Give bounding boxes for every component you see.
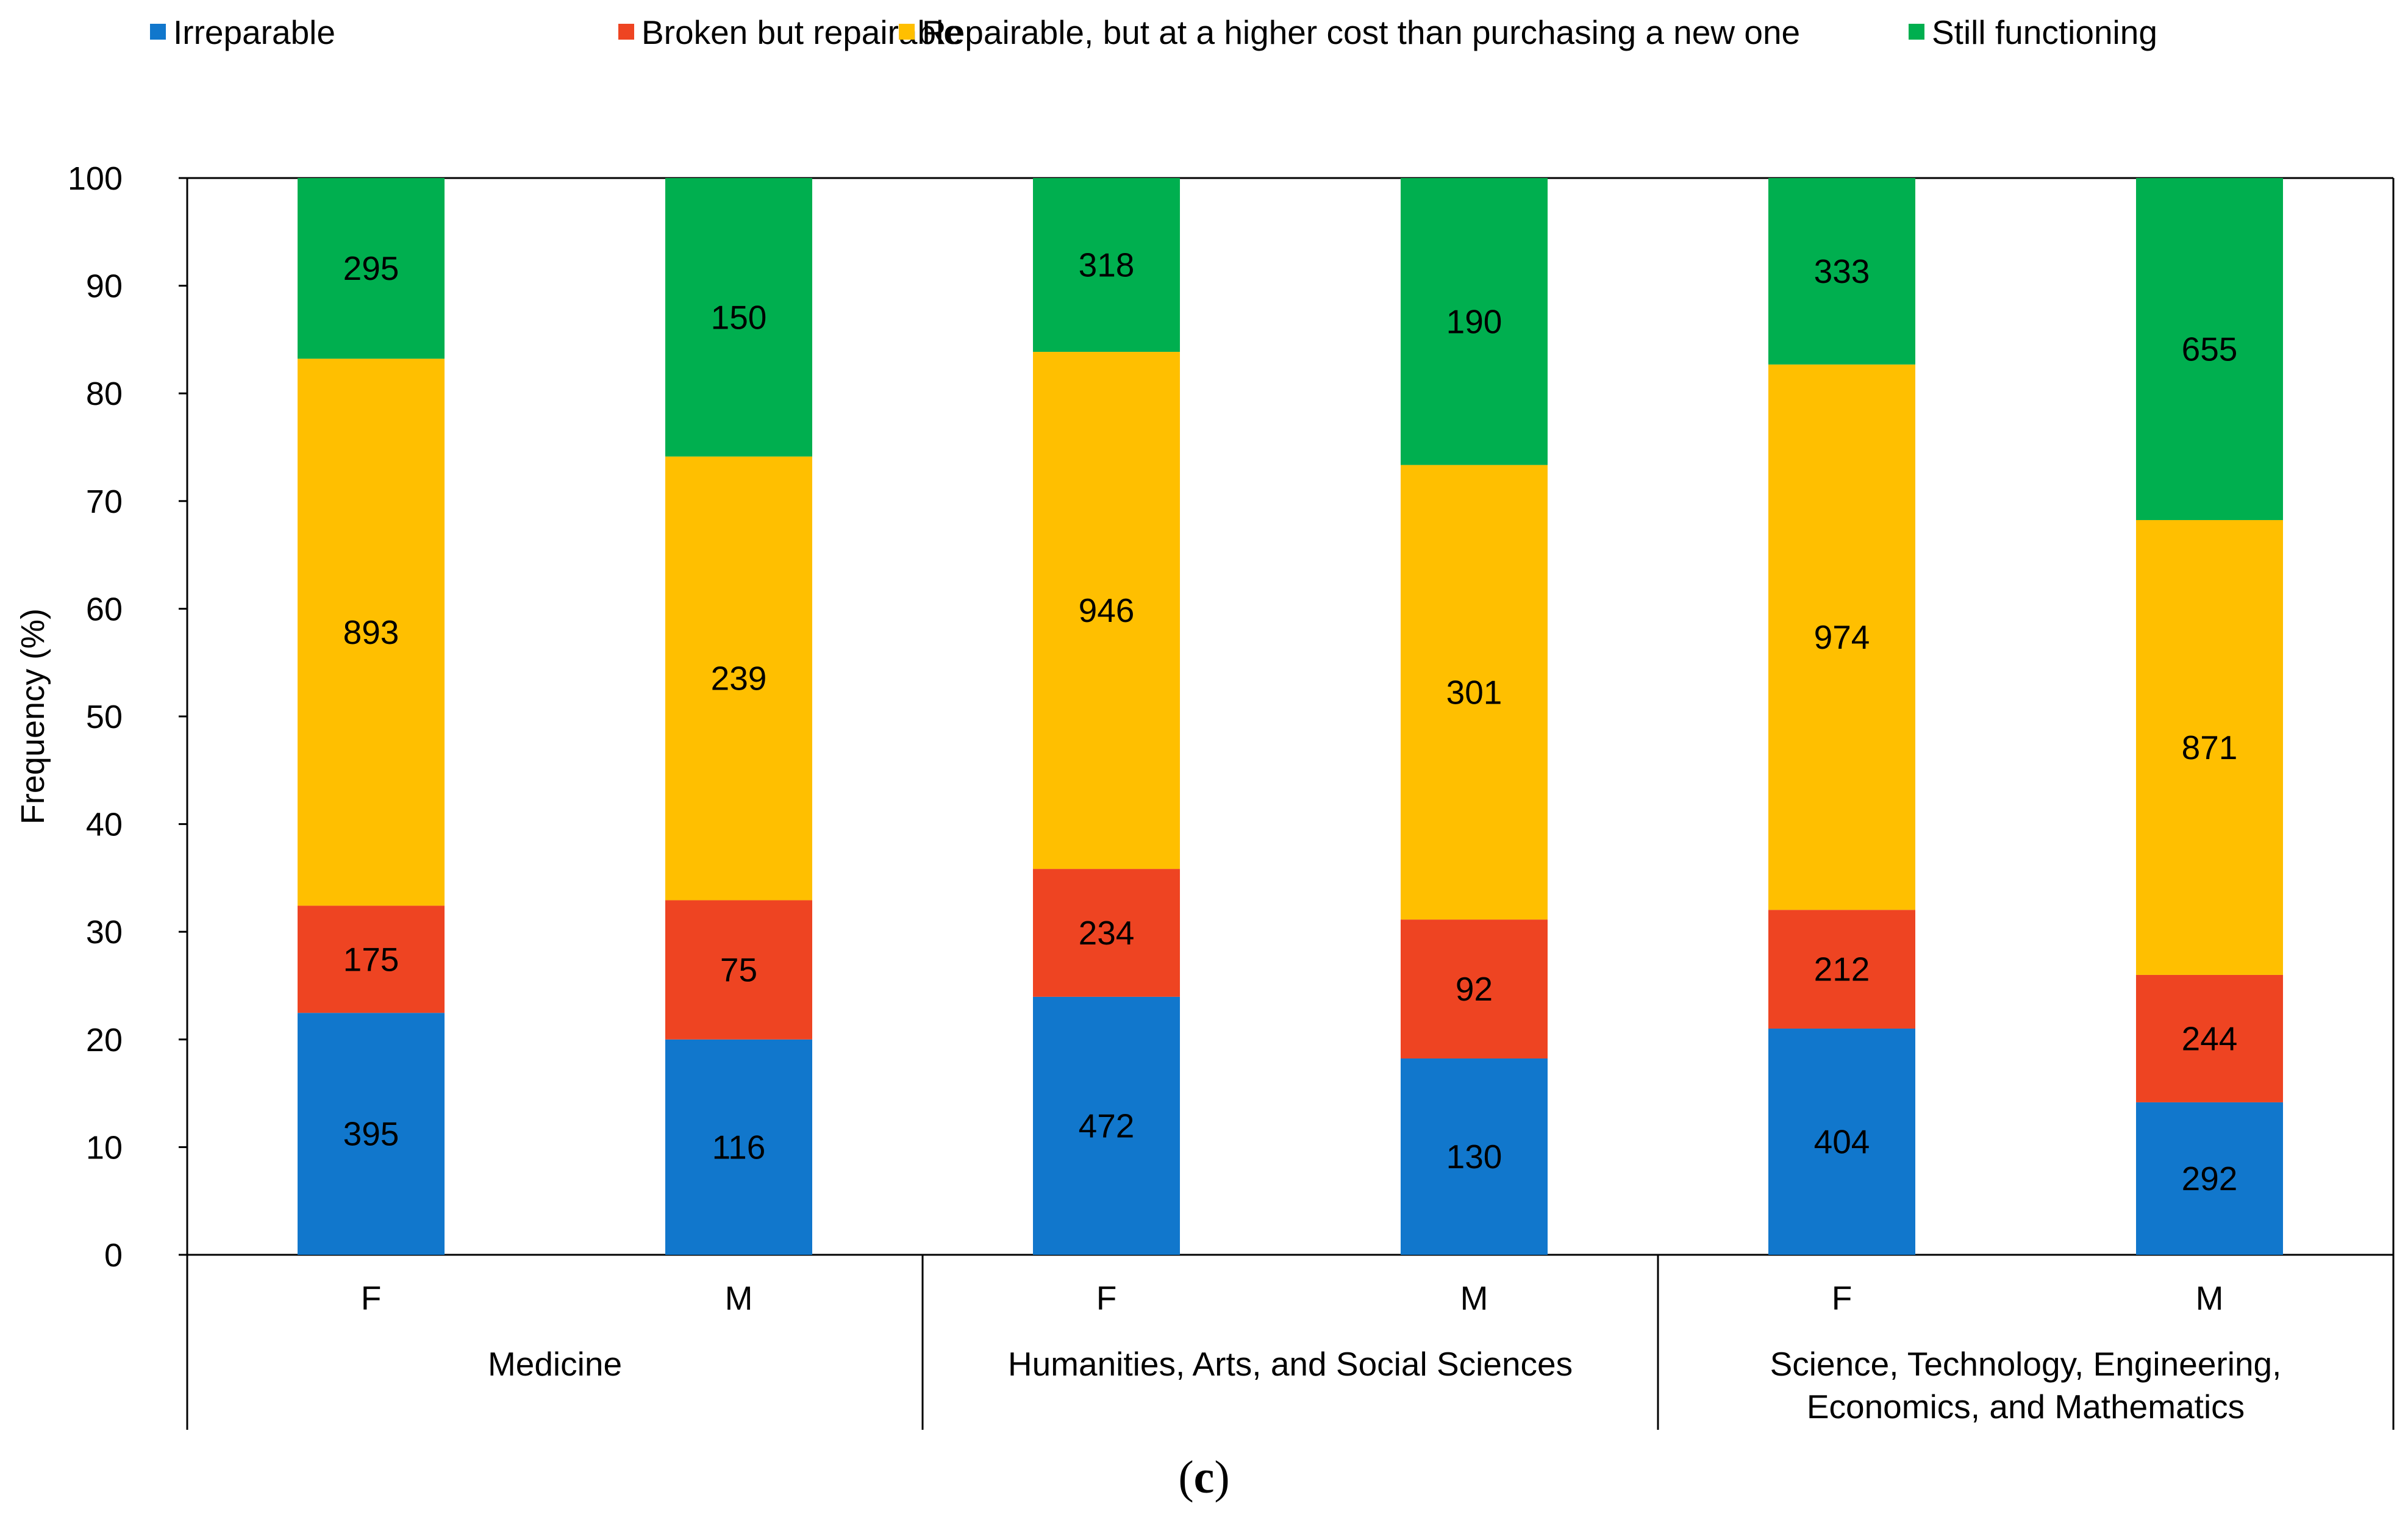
y-axis-title: Frequency (%) xyxy=(15,608,51,824)
data-label-1-2: 234 xyxy=(1079,914,1135,952)
bar-irreparable-4 xyxy=(1768,1028,1915,1255)
legend-swatch-2 xyxy=(899,24,915,40)
bar-irreparable-1 xyxy=(665,1039,812,1255)
data-label-1-4: 212 xyxy=(1814,951,1870,988)
y-tick-label-80: 80 xyxy=(86,376,123,412)
bar-broken-but-repairable-4 xyxy=(1768,910,1915,1029)
x-tick-label-5: M xyxy=(2196,1279,2224,1317)
data-label-2-5: 871 xyxy=(2182,729,2238,766)
data-label-0-5: 292 xyxy=(2182,1160,2238,1197)
data-label-3-5: 655 xyxy=(2182,330,2238,368)
y-tick-label-60: 60 xyxy=(86,591,123,627)
legend-swatch-1 xyxy=(618,24,634,40)
data-label-0-2: 472 xyxy=(1079,1107,1135,1144)
bar-irreparable-5 xyxy=(2136,1102,2283,1255)
data-label-3-2: 318 xyxy=(1079,246,1135,284)
bar-broken-but-repairable-1 xyxy=(665,900,812,1040)
data-label-0-4: 404 xyxy=(1814,1122,1870,1160)
bar-still-functioning-0 xyxy=(298,178,445,359)
y-tick-label-90: 90 xyxy=(86,268,123,305)
data-label-1-3: 92 xyxy=(1456,970,1493,1008)
legend-label-3: Still functioning xyxy=(1932,13,2157,51)
bar-still-functioning-1 xyxy=(665,178,812,457)
group-label-1-0: Humanities, Arts, and Social Sciences xyxy=(1008,1345,1573,1383)
x-tick-label-0: F xyxy=(361,1279,382,1317)
group-label-2-0: Science, Technology, Engineering, xyxy=(1770,1345,2282,1383)
bar-still-functioning-3 xyxy=(1401,178,1548,465)
data-label-1-0: 175 xyxy=(343,940,399,978)
bar-repairable-but-at-a-higher-cost-than-purchasing-a-new-one-2 xyxy=(1033,352,1180,869)
x-tick-label-1: M xyxy=(725,1279,753,1317)
data-label-0-0: 395 xyxy=(343,1115,399,1153)
bar-still-functioning-4 xyxy=(1768,178,1915,365)
data-label-0-1: 116 xyxy=(712,1128,766,1166)
y-tick-label-10: 10 xyxy=(86,1129,123,1166)
legend-swatch-3 xyxy=(1909,24,1924,40)
panel-caption: (c) xyxy=(0,1451,2408,1504)
y-tick-label-100: 100 xyxy=(68,160,123,197)
data-label-3-0: 295 xyxy=(343,249,399,287)
bar-repairable-but-at-a-higher-cost-than-purchasing-a-new-one-5 xyxy=(2136,519,2283,975)
data-label-1-5: 244 xyxy=(2182,1019,2238,1057)
x-tick-label-2: F xyxy=(1096,1279,1117,1317)
y-tick-label-40: 40 xyxy=(86,807,123,843)
caption-open: ( xyxy=(1178,1452,1194,1503)
y-tick-label-50: 50 xyxy=(86,699,123,735)
bar-broken-but-repairable-0 xyxy=(298,905,445,1013)
data-label-3-4: 333 xyxy=(1814,252,1870,290)
group-label-0-0: Medicine xyxy=(488,1345,622,1383)
y-tick-label-0: 0 xyxy=(104,1237,123,1274)
bar-repairable-but-at-a-higher-cost-than-purchasing-a-new-one-4 xyxy=(1768,364,1915,910)
x-tick-label-4: F xyxy=(1832,1279,1852,1317)
bar-still-functioning-2 xyxy=(1033,178,1180,352)
bar-repairable-but-at-a-higher-cost-than-purchasing-a-new-one-3 xyxy=(1401,465,1548,920)
bar-repairable-but-at-a-higher-cost-than-purchasing-a-new-one-1 xyxy=(665,456,812,901)
y-tick-label-30: 30 xyxy=(86,914,123,951)
caption-close: ) xyxy=(1214,1452,1230,1503)
data-label-1-1: 75 xyxy=(720,951,757,989)
legend-label-0: Irreparable xyxy=(173,13,335,51)
bar-broken-but-repairable-3 xyxy=(1401,919,1548,1059)
bar-repairable-but-at-a-higher-cost-than-purchasing-a-new-one-0 xyxy=(298,359,445,906)
legend-label-2: Repairable, but at a higher cost than pu… xyxy=(922,13,1800,51)
bar-still-functioning-5 xyxy=(2136,178,2283,520)
bar-irreparable-3 xyxy=(1401,1058,1548,1255)
legend-swatch-0 xyxy=(150,24,166,40)
data-label-2-0: 893 xyxy=(343,613,399,651)
bar-irreparable-2 xyxy=(1033,996,1180,1255)
data-label-3-1: 150 xyxy=(711,298,767,336)
y-tick-label-70: 70 xyxy=(86,484,123,520)
bar-broken-but-repairable-5 xyxy=(2136,974,2283,1102)
data-label-2-2: 946 xyxy=(1079,591,1135,629)
data-label-2-3: 301 xyxy=(1446,673,1502,711)
data-label-3-3: 190 xyxy=(1446,302,1502,340)
caption-letter: c xyxy=(1193,1452,1215,1503)
x-tick-label-3: M xyxy=(1460,1279,1488,1317)
bar-broken-but-repairable-2 xyxy=(1033,869,1180,997)
data-label-0-3: 130 xyxy=(1446,1138,1502,1176)
data-label-2-1: 239 xyxy=(711,660,767,698)
bar-irreparable-0 xyxy=(298,1013,445,1255)
group-label-2-1: Economics, and Mathematics xyxy=(1807,1388,2245,1426)
data-label-2-4: 974 xyxy=(1814,618,1870,656)
y-tick-label-20: 20 xyxy=(86,1022,123,1058)
